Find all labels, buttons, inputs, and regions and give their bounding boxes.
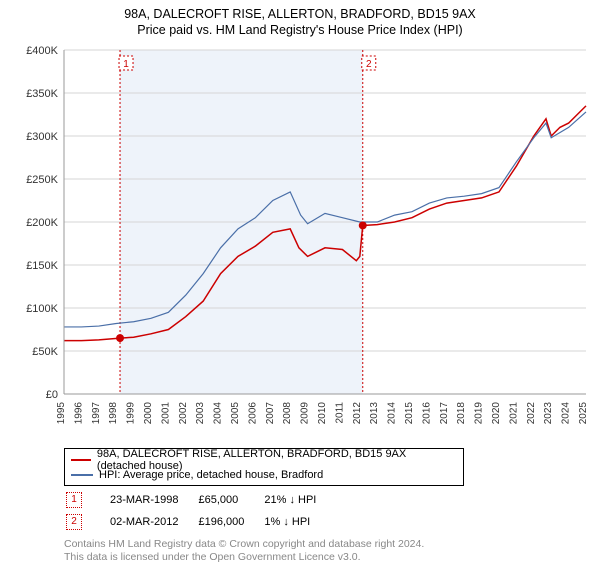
svg-text:2007: 2007 [265, 402, 276, 425]
svg-text:2019: 2019 [474, 402, 485, 425]
svg-text:2013: 2013 [369, 402, 380, 425]
svg-text:2016: 2016 [421, 402, 432, 425]
svg-text:2004: 2004 [213, 402, 224, 425]
legend: 98A, DALECROFT RISE, ALLERTON, BRADFORD,… [64, 448, 464, 486]
svg-text:2006: 2006 [247, 402, 258, 425]
copyright: Contains HM Land Registry data © Crown c… [64, 538, 594, 564]
legend-row-price: 98A, DALECROFT RISE, ALLERTON, BRADFORD,… [71, 452, 457, 467]
svg-text:£50K: £50K [32, 346, 58, 358]
figure: 98A, DALECROFT RISE, ALLERTON, BRADFORD,… [0, 0, 600, 560]
svg-text:£350K: £350K [26, 88, 58, 100]
legend-label-hpi: HPI: Average price, detached house, Brad… [99, 469, 323, 481]
svg-text:2003: 2003 [195, 402, 206, 425]
chart: £0 £50K £100K £150K £200K £250K £300K £350K £400… [6, 42, 594, 444]
svg-text:2022: 2022 [526, 402, 537, 425]
copyright-line: This data is licensed under the Open Gov… [64, 551, 594, 564]
svg-text:£0: £0 [46, 389, 58, 401]
marker-row: 1 23-MAR-1998 £65,000 21% ↓ HPI [66, 490, 334, 510]
svg-text:2: 2 [366, 59, 372, 70]
marker-date: 23-MAR-1998 [110, 490, 196, 510]
chart-svg: £0 £50K £100K £150K £200K £250K £300K £350K £400… [6, 42, 594, 444]
marker-table: 1 23-MAR-1998 £65,000 21% ↓ HPI 2 02-MAR… [64, 488, 336, 534]
svg-text:£300K: £300K [26, 131, 58, 143]
svg-text:£250K: £250K [26, 174, 58, 186]
svg-text:2025: 2025 [578, 402, 589, 425]
swatch-hpi [71, 474, 93, 476]
svg-text:2023: 2023 [543, 402, 554, 425]
svg-text:1998: 1998 [108, 402, 119, 425]
svg-text:2005: 2005 [230, 402, 241, 425]
svg-text:2010: 2010 [317, 402, 328, 425]
svg-text:2008: 2008 [282, 402, 293, 425]
svg-text:2017: 2017 [439, 402, 450, 425]
svg-text:£200K: £200K [26, 217, 58, 229]
svg-text:2014: 2014 [387, 402, 398, 425]
svg-text:2000: 2000 [143, 402, 154, 425]
svg-text:2009: 2009 [300, 402, 311, 425]
marker-num: 1 [66, 492, 82, 508]
marker-price: £65,000 [198, 490, 262, 510]
subtitle: Price paid vs. HM Land Registry's House … [6, 22, 594, 38]
svg-text:1: 1 [123, 59, 129, 70]
svg-text:1996: 1996 [73, 402, 84, 425]
swatch-price [71, 459, 91, 461]
svg-text:1999: 1999 [126, 402, 137, 425]
svg-text:2011: 2011 [334, 402, 345, 424]
svg-text:1995: 1995 [56, 402, 67, 425]
marker-price: £196,000 [198, 512, 262, 532]
marker-delta: 21% ↓ HPI [264, 490, 334, 510]
svg-text:2015: 2015 [404, 402, 415, 425]
marker-date: 02-MAR-2012 [110, 512, 196, 532]
svg-text:£400K: £400K [26, 45, 58, 57]
svg-text:1997: 1997 [91, 402, 102, 425]
marker-row: 2 02-MAR-2012 £196,000 1% ↓ HPI [66, 512, 334, 532]
svg-text:2018: 2018 [456, 402, 467, 425]
marker-num: 2 [66, 514, 82, 530]
svg-text:2001: 2001 [160, 402, 171, 425]
svg-text:2024: 2024 [561, 402, 572, 425]
svg-text:2020: 2020 [491, 402, 502, 425]
marker-delta: 1% ↓ HPI [264, 512, 334, 532]
copyright-line: Contains HM Land Registry data © Crown c… [64, 538, 594, 551]
svg-text:£150K: £150K [26, 260, 58, 272]
svg-text:2002: 2002 [178, 402, 189, 425]
svg-text:2012: 2012 [352, 402, 363, 425]
svg-text:2021: 2021 [508, 402, 519, 425]
title: 98A, DALECROFT RISE, ALLERTON, BRADFORD,… [6, 6, 594, 22]
svg-text:£100K: £100K [26, 303, 58, 315]
